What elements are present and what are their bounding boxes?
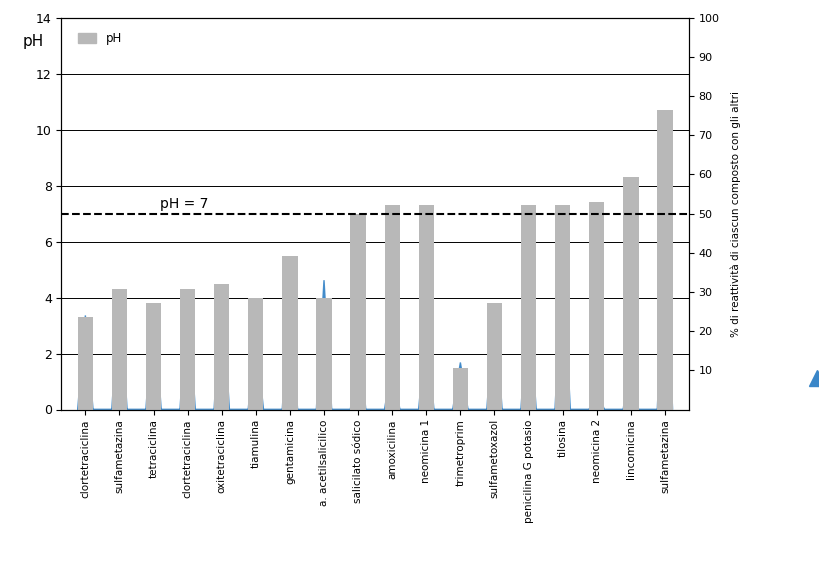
Bar [146,303,161,410]
Bar [622,177,638,410]
Legend: pH: pH [74,27,126,50]
Bar [486,303,501,410]
Bar [554,205,570,410]
Y-axis label: pH: pH [23,34,44,49]
Bar [282,256,297,410]
Bar [520,205,536,410]
Bar [214,284,229,409]
Bar [452,367,468,409]
Polygon shape [78,241,672,410]
Bar [350,214,365,410]
Bar [248,298,263,409]
Text: pH = 7: pH = 7 [161,197,209,211]
Bar [588,202,604,410]
Bar [657,110,672,410]
Legend:  [812,369,819,388]
Bar [179,289,195,410]
Bar [419,205,433,410]
Y-axis label: % di reattività di ciascun composto con gli altri: % di reattività di ciascun composto con … [730,91,740,336]
Bar [111,289,127,410]
Bar [78,317,93,410]
Bar [316,298,331,409]
Bar [384,205,400,410]
